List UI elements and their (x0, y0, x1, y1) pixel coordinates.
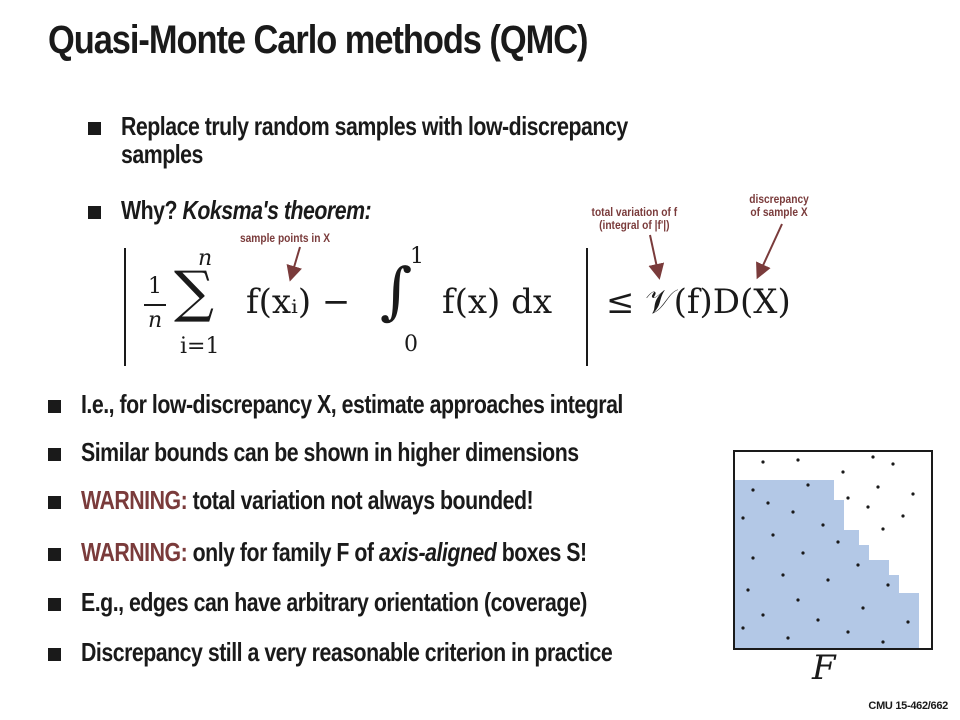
term-f-x-dx: f(x) dx (442, 282, 553, 322)
box-region (734, 593, 919, 649)
abs-bar-right (586, 248, 588, 366)
annotation-total-variation-line2: (integral of |f'|) (599, 218, 670, 232)
sum-lower: i=1 (180, 334, 220, 359)
course-footer: CMU 15-462/662 (868, 700, 948, 712)
sample-point (856, 563, 860, 567)
bullet-square-icon (48, 548, 61, 561)
koksma-formula: 1 n n ∑ i=1 f(xᵢ) − 1 ∫ 0 f(x) dx ≤ 𝒱(f)… (118, 240, 848, 370)
bullet-warning-variation: WARNING: total variation not always boun… (48, 486, 632, 514)
sample-point (866, 505, 870, 509)
annotation-total-variation-line1: total variation of f (591, 205, 678, 219)
sample-point (751, 556, 755, 560)
annotation-discrepancy-line1: discrepancy (749, 192, 809, 206)
sample-points (741, 455, 915, 644)
warning-label: WARNING: (81, 485, 188, 515)
bullet-why-text: Why? (121, 195, 183, 225)
sample-point (821, 523, 825, 527)
sample-point (891, 462, 895, 466)
integral-lower: 0 (404, 332, 418, 357)
sample-point (761, 460, 765, 464)
sample-point (741, 626, 745, 630)
bullet-square-icon (48, 648, 61, 661)
axis-aligned-boxes-figure (733, 450, 933, 650)
sample-point (796, 598, 800, 602)
bullet-text-line2: samples (121, 139, 203, 169)
bullet-ie: I.e., for low-discrepancy X, estimate ap… (48, 390, 742, 418)
sum-symbol: ∑ (174, 260, 214, 325)
sample-point (901, 514, 905, 518)
sample-point (816, 618, 820, 622)
integral-upper: 1 (410, 244, 424, 269)
sample-point (761, 613, 765, 617)
frac-numerator: 1 (148, 274, 162, 299)
arrow-total-variation (648, 234, 665, 280)
annotation-discrepancy: discrepancy of sample X (749, 193, 809, 219)
bullet-text-pre: only for family F of (187, 537, 379, 567)
bullet-text-line1: Replace truly random samples with low-di… (121, 111, 628, 141)
sample-point (861, 606, 865, 610)
sample-point (771, 533, 775, 537)
frac-line (144, 304, 166, 306)
sum-upper: n (198, 246, 213, 271)
warning-label: WARNING: (81, 537, 188, 567)
sample-point (911, 492, 915, 496)
sample-point (801, 551, 805, 555)
sample-point (786, 636, 790, 640)
sample-point (826, 578, 830, 582)
bullet-text: total variation not always bounded! (187, 485, 534, 515)
integral-symbol: ∫ (380, 254, 413, 327)
bullet-text: I.e., for low-discrepancy X, estimate ap… (81, 389, 623, 419)
figure-label-F: F (812, 648, 836, 688)
bullet-replace-samples: Replace truly random samples with low-di… (88, 112, 739, 168)
bullet-square-icon (48, 496, 61, 509)
annotation-sample-points: sample points in X (239, 231, 331, 245)
term-f-xi: f(xᵢ) − (246, 282, 351, 322)
bullet-warning-axis-aligned: WARNING: only for family F of axis-align… (48, 538, 698, 566)
sample-point (881, 527, 885, 531)
sample-point (871, 455, 875, 459)
sample-point (841, 470, 845, 474)
sample-point (886, 583, 890, 587)
sample-point (876, 485, 880, 489)
bullet-text: Discrepancy still a very reasonable crit… (81, 637, 613, 667)
sample-point (781, 573, 785, 577)
bullet-text-post: boxes S! (496, 537, 587, 567)
arrow-discrepancy (756, 223, 783, 280)
bullet-square-icon (88, 122, 101, 135)
annotation-total-variation: total variation of f (integral of |f'|) (592, 206, 678, 232)
annotation-discrepancy-line2: of sample X (750, 205, 808, 219)
sample-point (796, 458, 800, 462)
bullet-similar-bounds: Similar bounds can be shown in higher di… (48, 438, 688, 466)
sample-point (846, 496, 850, 500)
sample-point (766, 501, 770, 505)
sample-point (881, 640, 885, 644)
bullet-square-icon (48, 598, 61, 611)
bullet-square-icon (48, 400, 61, 413)
bullet-square-icon (88, 206, 101, 219)
sample-point (806, 483, 810, 487)
unit-square-border (733, 450, 933, 650)
sample-point (846, 630, 850, 634)
koksma-theorem-text: Koksma's theorem: (182, 195, 372, 225)
bullet-discrepancy-practice: Discrepancy still a very reasonable crit… (48, 638, 729, 666)
bullet-edges-orientation: E.g., edges can have arbitrary orientati… (48, 588, 698, 616)
sample-point (741, 516, 745, 520)
bullet-why-koksma: Why? Koksma's theorem: (88, 196, 426, 224)
sample-point (906, 620, 910, 624)
sample-point (751, 488, 755, 492)
sample-point (791, 510, 795, 514)
frac-denominator: n (148, 308, 163, 333)
slide-title: Quasi-Monte Carlo methods (QMC) (48, 18, 588, 62)
bullet-text: E.g., edges can have arbitrary orientati… (81, 587, 587, 617)
arrow-sample-points (286, 246, 302, 282)
bullet-text-italic: axis-aligned (378, 537, 497, 567)
sample-point (746, 588, 750, 592)
bullet-text: Similar bounds can be shown in higher di… (81, 437, 579, 467)
staircase-boxes (734, 480, 919, 649)
abs-bar-left (124, 248, 126, 366)
sample-point (836, 540, 840, 544)
bullet-square-icon (48, 448, 61, 461)
formula-rhs: ≤ 𝒱(f)D(X) (606, 282, 791, 322)
